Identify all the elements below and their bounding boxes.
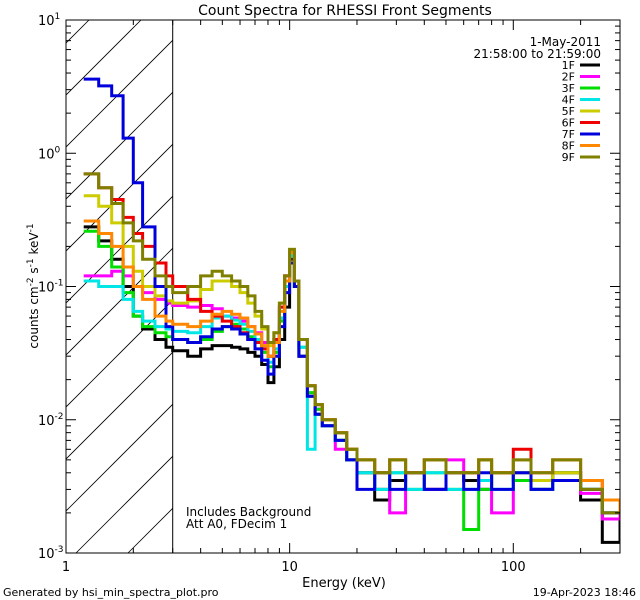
hatch-line [75,455,173,553]
y-tick-label: 10-2 [38,412,64,429]
y-label-part: counts cm [27,286,41,348]
hatch-line [66,39,173,148]
series-line-8F [83,219,620,513]
legend-label-2F: 2F [562,71,575,84]
y-label-exp: -1 [26,223,36,232]
chart-title: Count Spectra for RHESSI Front Segments [198,3,492,19]
x-axis-label: Energy (keV) [302,576,386,591]
y-label-part: s [27,267,41,277]
legend-label-7F: 7F [562,128,575,141]
legend-label-1F: 1F [562,59,575,72]
axis-ticks [65,19,621,554]
x-tick-labels: 1 10 100 [62,560,526,575]
footer-timestamp: 19-Apr-2023 18:46 [533,586,636,599]
legend-label-8F: 8F [562,140,575,153]
x-tick-label: 100 [501,560,526,575]
y-tick-labels: 10-3 10-2 10-1 100 101 [38,12,64,562]
y-axis-label: counts cm-2 s-1 keV-1 [26,223,41,348]
series-line-4F [83,254,620,515]
y-tick-label: 10-1 [38,279,64,296]
x-tick-label: 10 [281,560,298,575]
annotation-background: Includes Background [186,505,311,519]
legend-date: 1-May-2011 [530,35,601,49]
y-tick-label: 101 [38,12,60,29]
legend-label-4F: 4F [562,94,575,107]
series-layer [83,77,620,544]
hatch-line [66,91,173,200]
series-line-6F [83,172,620,513]
y-label-exp: -1 [26,258,36,267]
y-label-exp: -2 [26,277,36,286]
footer-generator: Generated by hsi_min_spectra_plot.pro [3,586,219,599]
y-tick-label: 100 [38,145,61,162]
series-line-1F [83,225,620,544]
annotation-attenuator: Att A0, FDecim 1 [186,517,287,531]
hatch-line [66,403,173,512]
legend-label-9F: 9F [562,151,575,164]
legend-time-range: 21:58:00 to 21:59:00 [474,47,601,61]
legend-label-6F: 6F [562,117,575,130]
x-tick-label: 1 [62,560,70,575]
legend-label-3F: 3F [562,82,575,95]
y-label-part: keV [27,232,41,259]
hatch-line [66,195,173,304]
y-tick-label: 10-3 [38,545,64,562]
legend-label-5F: 5F [562,105,575,118]
series-line-9F [83,172,620,515]
